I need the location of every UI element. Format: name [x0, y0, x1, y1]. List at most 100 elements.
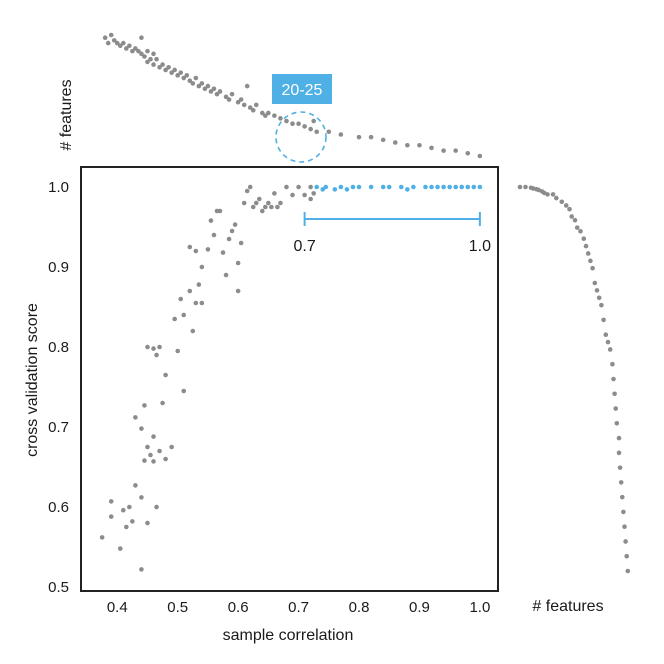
data-point: [139, 567, 144, 572]
top-data-point: [296, 121, 301, 127]
right-data-point: [611, 376, 616, 382]
y-tick-label: 0.5: [48, 579, 69, 596]
features-badge-label: 20-25: [282, 82, 323, 99]
top-data-point: [166, 64, 171, 70]
x-tick-label: 0.4: [107, 599, 128, 616]
top-data-point: [178, 70, 184, 75]
right-data-point: [601, 317, 606, 323]
x-axis-ticks: 0.4 0.5 0.6 0.7 0.8 0.9 1.0: [107, 599, 490, 616]
data-point: [238, 240, 244, 246]
top-data-point: [157, 64, 162, 70]
data-point: [208, 218, 214, 223]
top-data-point: [117, 43, 123, 49]
data-point: [187, 288, 193, 294]
top-data-point: [187, 78, 193, 84]
data-point: [429, 184, 434, 190]
data-point: [332, 187, 338, 192]
right-data-point: [563, 203, 569, 208]
data-point: [338, 184, 344, 190]
top-data-point: [235, 99, 241, 105]
top-data-point: [208, 89, 214, 94]
data-point: [253, 200, 259, 206]
data-point: [193, 248, 199, 254]
data-point: [217, 208, 223, 214]
right-data-point: [550, 192, 556, 197]
right-data-point: [517, 184, 523, 190]
y-tick-label: 0.7: [48, 419, 69, 436]
data-point: [308, 196, 313, 202]
right-data-point: [603, 332, 609, 337]
right-data-point: [588, 258, 593, 264]
data-point: [145, 444, 150, 450]
right-panel-x-label: # features: [532, 598, 603, 615]
right-data-point: [610, 361, 615, 367]
right-data-point: [574, 225, 580, 230]
data-point: [235, 288, 241, 294]
right-data-point: [605, 339, 611, 345]
top-scatter-points: [102, 32, 483, 159]
data-point: [266, 200, 271, 206]
right-data-point: [592, 280, 598, 286]
data-point: [175, 348, 180, 354]
top-data-point: [263, 113, 268, 118]
range-end-label: 1.0: [469, 238, 491, 255]
right-data-point: [545, 192, 550, 197]
top-panel-y-label: # features: [58, 79, 75, 150]
top-data-point: [121, 40, 126, 46]
right-data-point: [621, 509, 626, 515]
top-data-point: [326, 129, 332, 135]
top-data-point: [169, 70, 174, 75]
top-data-point: [172, 67, 177, 73]
data-point: [133, 483, 138, 488]
data-point: [453, 184, 458, 190]
data-point: [193, 300, 199, 306]
right-scatter-points: [517, 184, 631, 574]
top-data-point: [338, 132, 344, 137]
data-point: [196, 282, 202, 287]
top-data-point: [229, 91, 235, 97]
top-data-point: [241, 102, 247, 108]
top-data-point: [114, 40, 120, 46]
right-data-point: [590, 265, 595, 271]
data-point: [226, 236, 232, 242]
top-data-point: [130, 48, 135, 54]
data-point: [263, 204, 268, 210]
data-point: [169, 444, 174, 450]
data-point: [260, 208, 265, 214]
top-data-point: [205, 83, 211, 89]
top-data-point: [193, 75, 199, 81]
data-point: [399, 184, 404, 190]
data-point: [269, 204, 274, 210]
top-data-point: [211, 86, 217, 92]
right-data-point: [624, 553, 629, 559]
top-data-point: [133, 46, 138, 51]
data-point: [163, 456, 168, 462]
top-data-point: [465, 151, 471, 156]
y-tick-label: 1.0: [48, 179, 69, 196]
data-point: [308, 184, 313, 190]
data-point: [99, 535, 105, 540]
right-data-point: [569, 214, 574, 219]
right-data-point: [572, 217, 578, 223]
data-point: [459, 184, 465, 190]
data-point: [278, 200, 283, 206]
data-point: [441, 184, 446, 190]
top-data-point: [196, 83, 202, 89]
top-data-point: [142, 54, 147, 59]
data-point: [160, 400, 165, 406]
data-point: [108, 514, 114, 519]
top-data-point: [302, 124, 307, 129]
data-point: [181, 388, 187, 394]
right-data-point: [617, 465, 623, 470]
x-axis-label: sample correlation: [223, 627, 354, 644]
x-tick-label: 0.5: [167, 599, 188, 616]
data-point: [229, 228, 235, 234]
data-point: [314, 184, 319, 190]
data-point: [296, 184, 301, 190]
data-point: [465, 184, 471, 190]
x-tick-label: 1.0: [469, 599, 490, 616]
x-tick-label: 0.8: [349, 599, 370, 616]
top-data-point: [181, 75, 187, 81]
right-data-point: [599, 302, 604, 308]
